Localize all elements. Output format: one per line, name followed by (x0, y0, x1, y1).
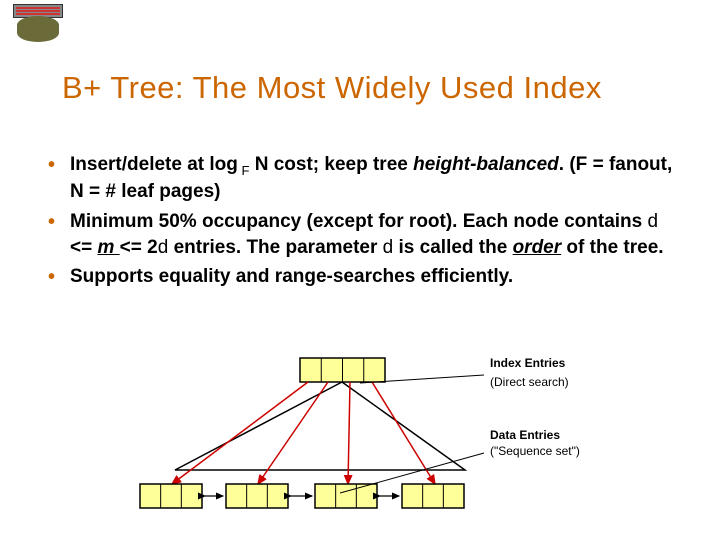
logo (6, 4, 70, 48)
label-data-entries: Data Entries (490, 427, 580, 444)
label-pointer-lines (330, 353, 490, 513)
text: of the tree. (561, 237, 663, 258)
text: Minimum 50% occupancy (except for root).… (70, 211, 648, 232)
text: <= (70, 237, 97, 258)
text: entries. The parameter (168, 237, 382, 258)
bullet-list: Insert/delete at log F N cost; keep tree… (40, 152, 680, 294)
label-sequence-set: ("Sequence set") (490, 443, 580, 460)
slide-title: B+ Tree: The Most Widely Used Index (62, 70, 602, 106)
label-direct-search: (Direct search) (490, 374, 580, 391)
label-index-entries: Index Entries (490, 355, 580, 372)
italic: height-balanced (413, 154, 559, 175)
text: <= 2 (120, 237, 158, 258)
bullet-1: Insert/delete at log F N cost; keep tree… (40, 152, 680, 205)
subscript: F (238, 163, 250, 178)
italic-underline: m (97, 237, 119, 258)
slide: B+ Tree: The Most Widely Used Index Inse… (0, 0, 720, 540)
text: Insert/delete at log (70, 154, 238, 175)
italic-underline: order (513, 237, 562, 258)
text: N cost; keep tree (249, 154, 413, 175)
var: d (383, 237, 394, 258)
bullet-2: Minimum 50% occupancy (except for root).… (40, 209, 680, 260)
diagram-labels: Index Entries (Direct search) Data Entri… (490, 355, 580, 460)
bullet-3: Supports equality and range-searches eff… (40, 264, 680, 290)
var: d (648, 211, 659, 232)
var: d (158, 237, 169, 258)
text: is called the (393, 237, 512, 258)
